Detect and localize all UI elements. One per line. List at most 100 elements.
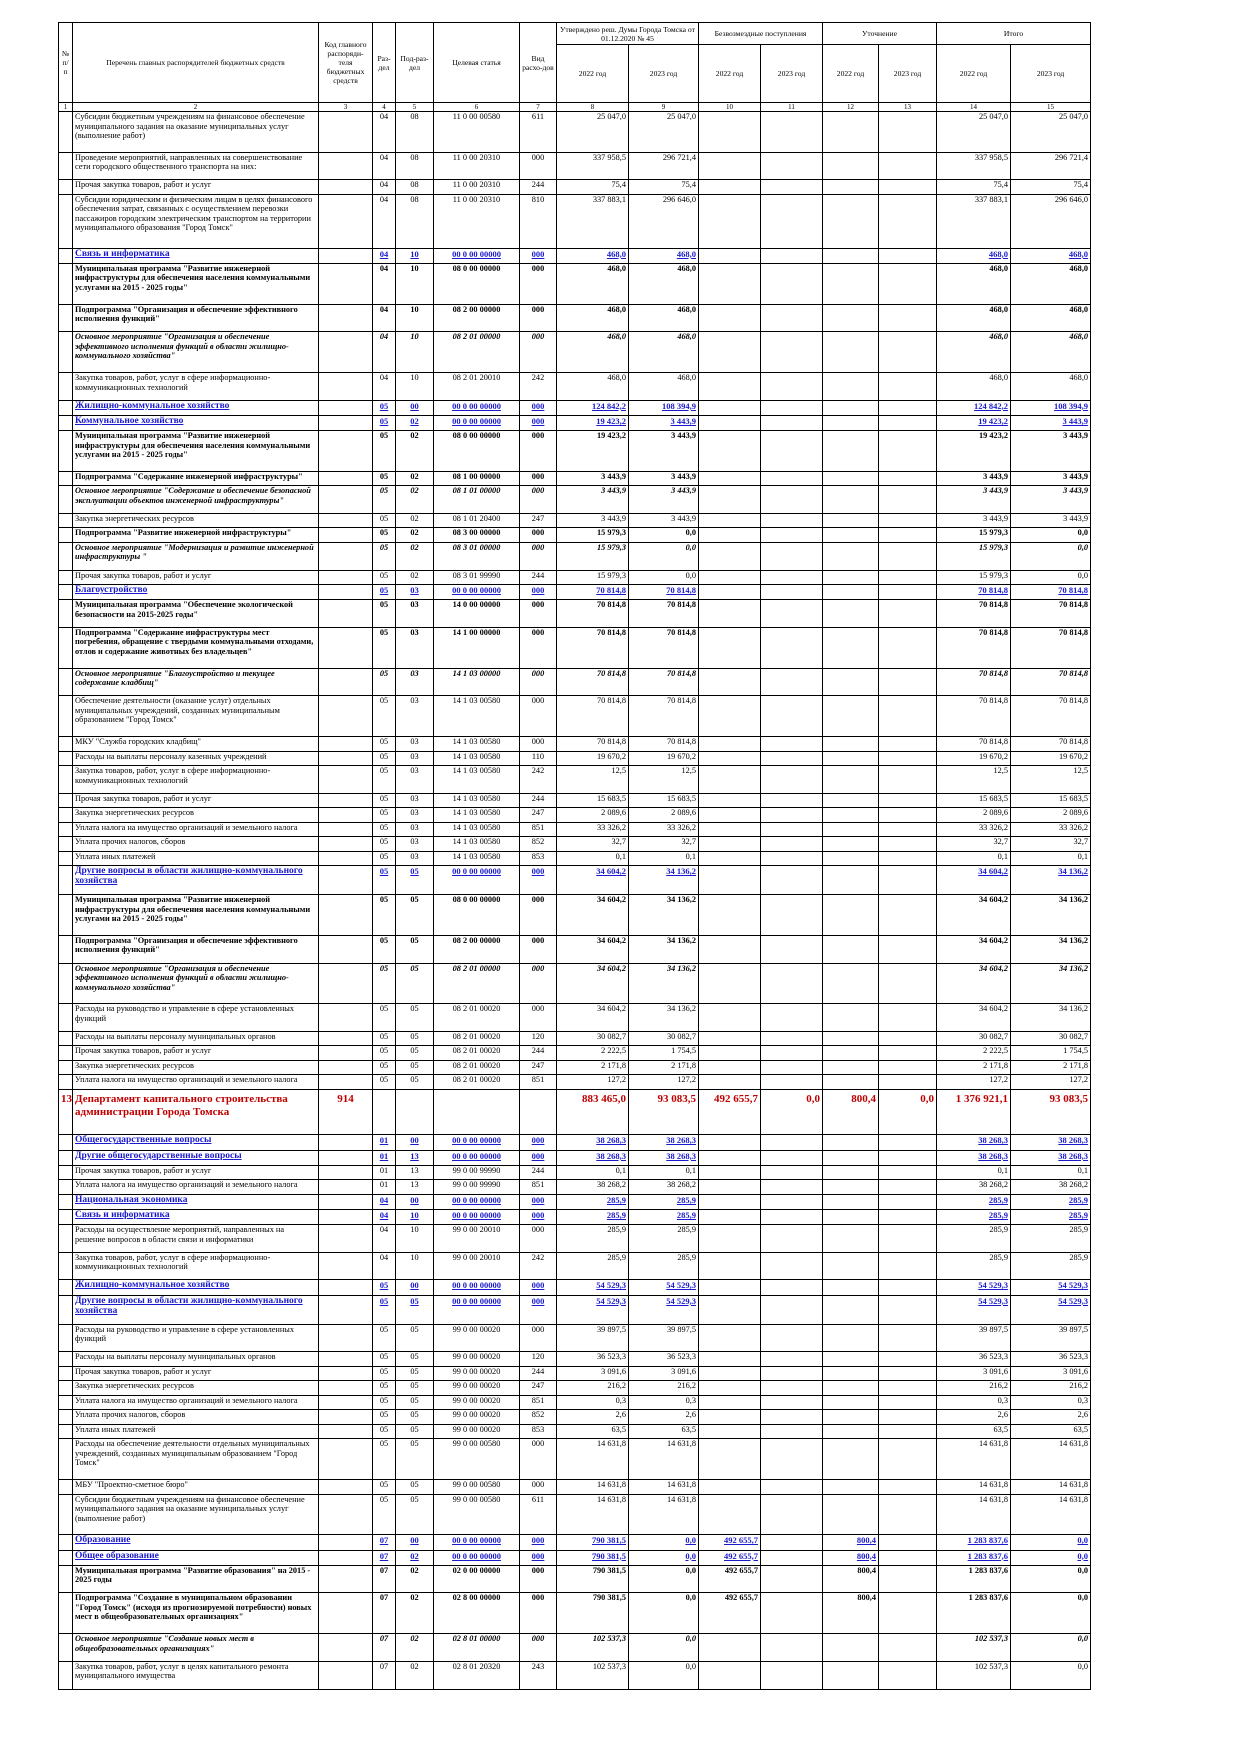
table-cell: 02 bbox=[395, 430, 434, 472]
table-cell bbox=[698, 1323, 761, 1353]
table-cell bbox=[318, 1365, 373, 1382]
table-cell: 810 bbox=[519, 193, 557, 249]
table-cell: 33 326,2 bbox=[936, 821, 1012, 838]
table-cell bbox=[318, 485, 373, 514]
table-cell: 01 bbox=[372, 1149, 396, 1166]
table-cell bbox=[759, 399, 824, 416]
table-cell: 14 631,8 bbox=[1010, 1479, 1092, 1495]
table-cell: 0,1 bbox=[1010, 1164, 1092, 1181]
table-cell bbox=[759, 1294, 824, 1325]
table-cell bbox=[318, 1423, 373, 1440]
table-cell bbox=[58, 111, 73, 153]
table-cell: 19 670,2 bbox=[1010, 750, 1092, 766]
table-cell: 54 529,3 bbox=[628, 1279, 699, 1296]
table-cell: 08 bbox=[395, 151, 434, 181]
table-cell: 285,9 bbox=[556, 1251, 629, 1281]
table-cell: 296 721,4 bbox=[1010, 151, 1092, 181]
table-row: 13 Департамент капитального строительства… bbox=[58, 1088, 1092, 1136]
table-row: Основное мероприятие "Организация и обес… bbox=[58, 962, 1092, 1005]
table-cell: 11 0 00 00580 bbox=[433, 111, 520, 153]
table-cell bbox=[822, 1409, 880, 1425]
table-cell bbox=[58, 247, 73, 264]
table-cell bbox=[878, 399, 938, 416]
table-cell: 000 bbox=[519, 247, 557, 264]
table-cell: Национальная экономика bbox=[72, 1193, 319, 1211]
year-header: 2023 год bbox=[1010, 44, 1092, 103]
table-cell: 120 bbox=[519, 1351, 557, 1367]
table-cell bbox=[878, 1251, 938, 1281]
table-cell bbox=[318, 399, 373, 416]
table-cell: 3 091,6 bbox=[1010, 1365, 1092, 1382]
table-row: Образование 07 00 00 0 00 00000 000 790 381,5… bbox=[58, 1534, 1092, 1551]
table-cell bbox=[318, 1479, 373, 1495]
table-cell: 05 bbox=[372, 850, 396, 867]
table-cell bbox=[878, 569, 938, 586]
table-cell bbox=[698, 1493, 761, 1536]
table-cell: 39 897,5 bbox=[936, 1323, 1012, 1353]
table-cell: 54 529,3 bbox=[1010, 1294, 1092, 1325]
table-cell: Прочая закупка товаров, работ и услуг bbox=[72, 1365, 319, 1382]
table-cell: 05 bbox=[372, 485, 396, 514]
table-cell bbox=[878, 541, 938, 571]
table-cell: 32,7 bbox=[1010, 836, 1092, 852]
table-row: Проведение мероприятий, направленных на … bbox=[58, 151, 1092, 181]
table-cell: 08 bbox=[395, 179, 434, 195]
table-cell: 02 bbox=[395, 1549, 434, 1566]
table-cell bbox=[822, 792, 880, 809]
table-cell: 0,0 bbox=[1010, 1660, 1092, 1691]
table-cell: 08 3 00 00000 bbox=[433, 527, 520, 543]
table-cell: 2,6 bbox=[936, 1409, 1012, 1425]
table-cell: 36 523,3 bbox=[628, 1351, 699, 1367]
table-cell bbox=[878, 792, 938, 809]
table-cell: 05 bbox=[395, 1479, 434, 1495]
table-cell: 99 0 00 99990 bbox=[433, 1164, 520, 1181]
table-cell bbox=[698, 512, 761, 529]
table-cell: 70 814,8 bbox=[936, 667, 1012, 697]
table-cell bbox=[822, 962, 880, 1005]
table-cell bbox=[698, 807, 761, 823]
table-cell bbox=[822, 470, 880, 487]
table-cell bbox=[318, 584, 373, 601]
table-cell: 216,2 bbox=[936, 1380, 1012, 1396]
table-cell: 70 814,8 bbox=[936, 584, 1012, 601]
table-cell: 1 376 921,1 bbox=[936, 1088, 1012, 1136]
table-cell: 02 8 00 00000 bbox=[433, 1592, 520, 1635]
column-number: 1 bbox=[58, 102, 73, 112]
table-cell bbox=[759, 1365, 824, 1382]
table-cell bbox=[878, 667, 938, 697]
table-cell: 08 2 01 00020 bbox=[433, 1074, 520, 1090]
table-row: Расходы на осуществление мероприятий, на… bbox=[58, 1224, 1092, 1253]
table-cell: 01 bbox=[372, 1134, 396, 1151]
table-cell: Расходы на выплаты персоналу муниципальн… bbox=[72, 1351, 319, 1367]
table-cell bbox=[759, 1423, 824, 1440]
column-number: 15 bbox=[1010, 102, 1092, 112]
table-cell: 2 089,6 bbox=[936, 807, 1012, 823]
table-cell: 75,4 bbox=[936, 179, 1012, 195]
table-cell: 0,0 bbox=[628, 569, 699, 586]
table-cell bbox=[822, 934, 880, 964]
table-cell: 000 bbox=[519, 626, 557, 669]
table-cell bbox=[759, 1534, 824, 1551]
table-cell: 851 bbox=[519, 1179, 557, 1195]
table-cell bbox=[58, 1592, 73, 1635]
table-cell: 00 0 00 00000 bbox=[433, 399, 520, 416]
table-cell: 32,7 bbox=[936, 836, 1012, 852]
table-row: Прочая закупка товаров, работ и услуг 05 0… bbox=[58, 1365, 1092, 1382]
table-cell bbox=[318, 179, 373, 195]
table-cell: 15 683,5 bbox=[556, 792, 629, 809]
table-cell bbox=[759, 584, 824, 601]
table-cell: 0,1 bbox=[936, 850, 1012, 867]
table-cell: 04 bbox=[372, 193, 396, 249]
table-cell: 2,6 bbox=[1010, 1409, 1092, 1425]
table-cell bbox=[878, 1438, 938, 1481]
table-cell bbox=[759, 512, 824, 529]
table-cell: 000 bbox=[519, 1438, 557, 1481]
table-cell: 1 283 837,6 bbox=[936, 1564, 1012, 1594]
table-row: Расходы на руководство и управление в сф… bbox=[58, 1003, 1092, 1032]
table-cell: 468,0 bbox=[628, 372, 699, 401]
table-cell: 08 2 01 00020 bbox=[433, 1045, 520, 1061]
table-cell: 70 814,8 bbox=[556, 584, 629, 601]
table-cell: 03 bbox=[395, 584, 434, 601]
table-cell bbox=[759, 1493, 824, 1536]
table-cell: 15 683,5 bbox=[1010, 792, 1092, 809]
